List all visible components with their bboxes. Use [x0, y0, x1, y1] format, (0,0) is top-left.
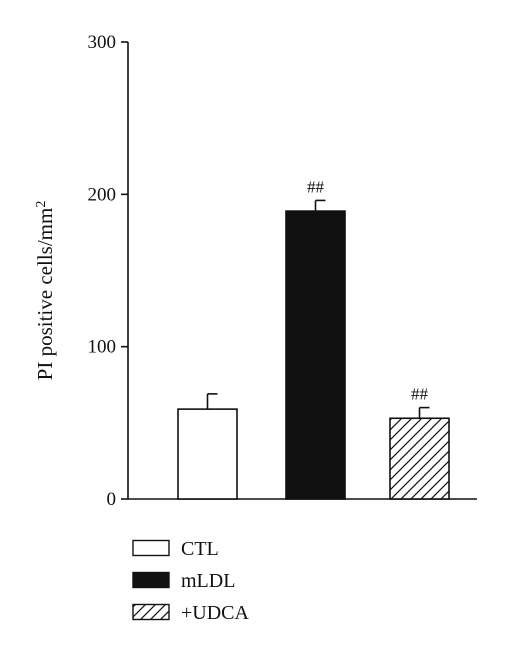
y-axis-label: PI positive cells/mm2 [33, 201, 57, 381]
bar-udca [389, 417, 450, 500]
legend-swatch [132, 603, 170, 621]
legend-swatch [132, 539, 170, 557]
legend-label: +UDCA [181, 602, 250, 624]
significance-label: ## [307, 177, 325, 196]
legend-label: CTL [181, 538, 219, 560]
y-tick-label: 200 [88, 184, 117, 205]
bar-ctl [177, 408, 238, 500]
legend-swatch [132, 571, 170, 589]
y-tick-label: 0 [107, 489, 117, 510]
y-tick-label: 100 [88, 337, 117, 358]
bars: ## ## [177, 177, 450, 500]
bar-mldl [285, 210, 346, 500]
y-tick-label: 300 [88, 32, 117, 53]
significance-label: ## [411, 385, 429, 404]
axes: 0 100 200 300 PI positive cells/mm2 [33, 32, 477, 510]
legend-label: mLDL [181, 570, 235, 592]
legend: CTL mLDL +UDCA [132, 538, 250, 624]
